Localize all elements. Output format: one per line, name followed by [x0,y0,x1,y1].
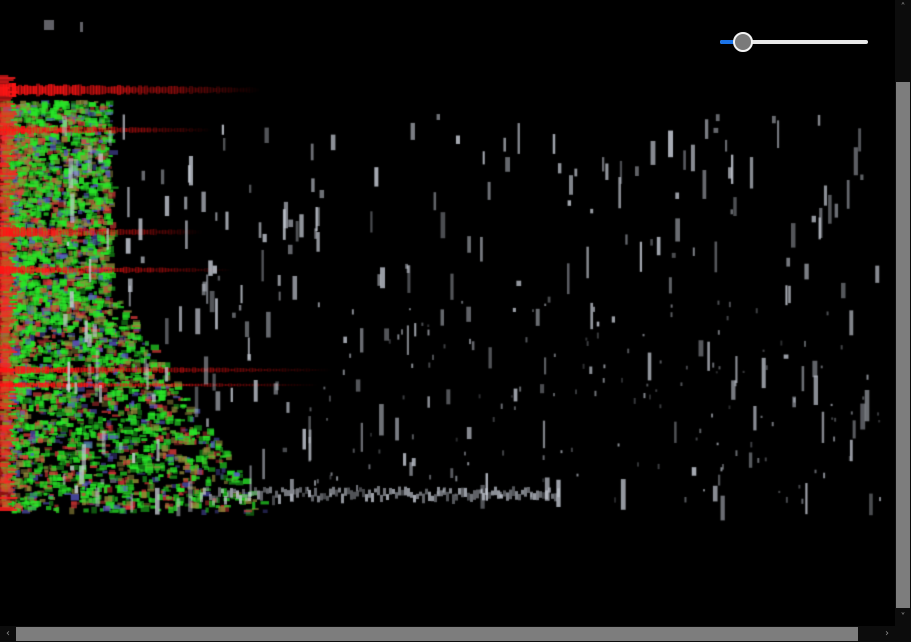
horizontal-scroll-thumb[interactable] [16,627,858,641]
image-viewport[interactable] [0,0,895,626]
vertical-scrollbar[interactable]: ˄ ˅ [895,0,911,626]
chevron-down-icon[interactable]: ˅ [900,612,906,623]
slider-track[interactable] [720,40,868,44]
chevron-up-icon[interactable]: ˄ [900,2,906,13]
spectral-heatmap-image [0,0,895,626]
slider-fill [720,40,741,44]
scrollbar-corner [895,626,911,642]
zoom-slider[interactable] [720,30,870,54]
vertical-scroll-thumb[interactable] [896,82,910,608]
chevron-left-icon[interactable]: ‹ [6,628,10,639]
slider-thumb[interactable] [732,32,753,52]
chevron-right-icon[interactable]: › [885,628,889,639]
horizontal-scrollbar[interactable]: ‹ › [0,626,895,642]
